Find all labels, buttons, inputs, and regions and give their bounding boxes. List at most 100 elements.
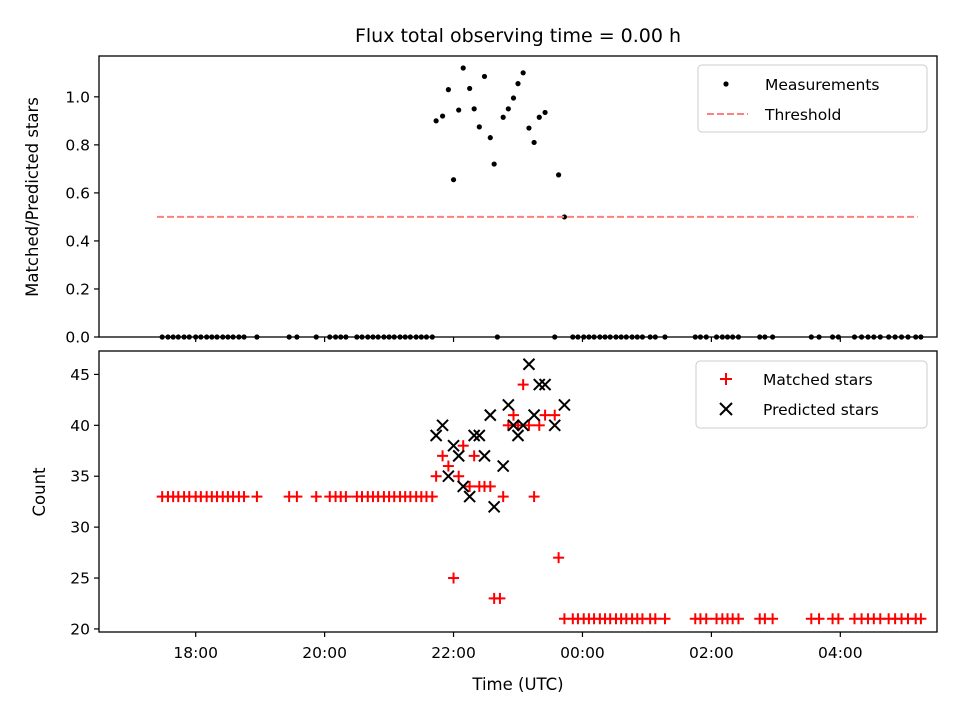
measurement-point <box>542 109 548 116</box>
measurement-point <box>526 125 532 131</box>
matched-star-marker <box>430 470 442 482</box>
y-tick-label: 0.4 <box>65 232 90 250</box>
legend-marker-measurements <box>723 81 729 87</box>
measurement-point <box>536 114 542 120</box>
matched-star-marker <box>484 480 496 492</box>
matched-star-marker <box>426 491 438 503</box>
measurement-point <box>450 177 457 183</box>
y-tick-label: 0.2 <box>65 280 90 298</box>
matched-star-marker <box>453 470 465 482</box>
matched-star-marker <box>523 419 535 431</box>
predicted-star-marker <box>527 408 541 422</box>
matched-star-marker <box>832 613 844 625</box>
predicted-star-marker <box>522 358 536 371</box>
top-axes-frame <box>98 55 938 338</box>
y-tick-label: 0.6 <box>65 184 90 202</box>
matched-star-marker <box>437 450 449 462</box>
matched-star-marker <box>310 491 322 503</box>
measurement-point <box>460 65 466 71</box>
measurement-point <box>505 106 511 112</box>
predicted-star-marker <box>558 398 571 412</box>
measurement-point <box>481 73 488 80</box>
y-tick-label: 25 <box>70 570 90 588</box>
chart-title: Flux total observing time = 0.00 h <box>355 25 681 47</box>
top-legend: Measurements Threshold <box>697 64 928 133</box>
predicted-star-marker <box>538 378 552 391</box>
matched-star-marker <box>340 491 352 503</box>
predicted-star-marker <box>442 470 455 483</box>
bottom-plot-marks <box>156 358 927 625</box>
measurement-point <box>471 106 477 112</box>
legend-label-threshold: Threshold <box>764 106 841 124</box>
x-tick-label: 22:00 <box>431 644 476 662</box>
bottom-legend: Matched stars Predicted stars <box>695 360 928 429</box>
matched-star-marker <box>915 613 927 625</box>
measurement-point <box>491 161 497 167</box>
matched-star-marker <box>442 460 454 472</box>
predicted-star-marker <box>502 398 515 412</box>
y-tick-label: 0.0 <box>65 329 90 347</box>
y-tick-label: 40 <box>70 417 90 435</box>
measurement-point <box>456 107 462 113</box>
measurement-point <box>476 124 482 130</box>
legend-marker-matched <box>720 373 732 385</box>
matched-star-marker <box>732 613 744 625</box>
matched-star-marker <box>649 613 661 625</box>
matched-star-marker <box>464 480 476 492</box>
x-axis-label: Time (UTC) <box>471 675 563 694</box>
measurement-point <box>433 118 439 124</box>
bottom-axes-frame <box>98 350 938 633</box>
matched-star-marker <box>448 572 460 584</box>
predicted-star-marker <box>473 429 486 442</box>
measurement-point <box>515 81 521 87</box>
measurement-point <box>510 95 517 101</box>
top-panel: 0.0 0.2 0.4 0.6 0.8 1.0 Matched/Predicted sta… <box>23 55 938 347</box>
matched-star-marker <box>517 379 529 391</box>
predicted-star-marker <box>516 419 530 432</box>
predicted-star-marker <box>436 419 449 432</box>
matched-star-marker <box>457 440 469 452</box>
measurement-point <box>531 139 537 146</box>
predicted-star-marker <box>429 429 443 442</box>
matched-star-marker <box>497 491 509 503</box>
predicted-star-marker <box>487 500 501 513</box>
predicted-star-marker <box>447 439 460 452</box>
x-tick-label: 02:00 <box>689 644 734 662</box>
matched-star-marker <box>659 613 671 625</box>
predicted-star-marker <box>452 449 465 463</box>
y-tick-label: 45 <box>70 366 90 384</box>
bottom-x-ticks: 18:00 20:00 22:00 00:00 02:00 04:00 <box>173 632 863 662</box>
predicted-star-marker <box>496 459 510 473</box>
bottom-y-ticks: 20 25 30 35 40 45 <box>70 366 99 638</box>
y-tick-label: 20 <box>70 620 90 638</box>
measurement-point <box>467 85 473 92</box>
matched-star-marker <box>767 613 779 625</box>
top-x-ticks <box>195 337 841 342</box>
matched-star-marker <box>539 409 551 421</box>
legend-label-measurements: Measurements <box>765 76 880 94</box>
bottom-panel: 20 25 30 35 40 45 18:00 20:00 22:00 00:00 02:00 04… <box>30 350 938 694</box>
measurement-point <box>487 135 493 141</box>
legend-marker-predicted <box>719 402 733 416</box>
measurement-point <box>500 114 506 120</box>
measurement-point <box>445 87 451 93</box>
matched-star-marker <box>251 491 263 503</box>
matched-star-marker <box>238 491 250 503</box>
matched-star-marker <box>549 409 561 421</box>
top-y-axis-label: Matched/Predicted stars <box>23 97 42 297</box>
matched-star-marker <box>291 491 303 503</box>
x-tick-label: 00:00 <box>560 644 605 662</box>
predicted-star-marker <box>478 449 491 463</box>
x-tick-label: 04:00 <box>818 644 863 662</box>
predicted-star-marker <box>533 378 546 391</box>
legend-label-matched: Matched stars <box>763 371 873 389</box>
y-tick-label: 0.8 <box>65 136 90 154</box>
x-tick-label: 20:00 <box>302 644 347 662</box>
measurement-point <box>439 113 446 119</box>
top-y-ticks: 0.0 0.2 0.4 0.6 0.8 1.0 <box>65 88 99 347</box>
measurement-point <box>556 172 562 178</box>
y-tick-label: 30 <box>70 519 90 537</box>
matched-star-marker <box>507 409 519 421</box>
matched-star-marker <box>468 450 480 462</box>
